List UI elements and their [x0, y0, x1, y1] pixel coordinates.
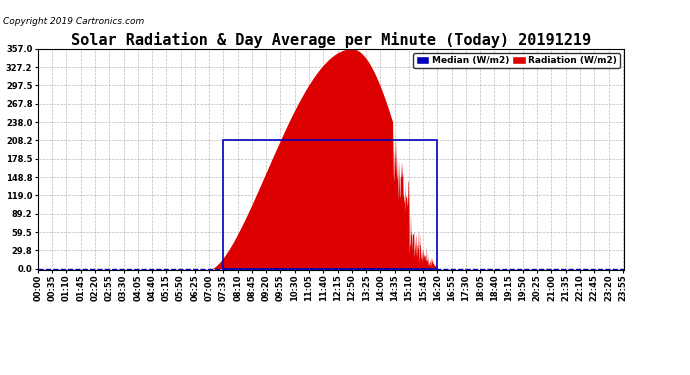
Legend: Median (W/m2), Radiation (W/m2): Median (W/m2), Radiation (W/m2): [413, 53, 620, 68]
Text: Copyright 2019 Cartronics.com: Copyright 2019 Cartronics.com: [3, 17, 145, 26]
Title: Solar Radiation & Day Average per Minute (Today) 20191219: Solar Radiation & Day Average per Minute…: [71, 32, 591, 48]
Bar: [224, 141, 437, 269]
